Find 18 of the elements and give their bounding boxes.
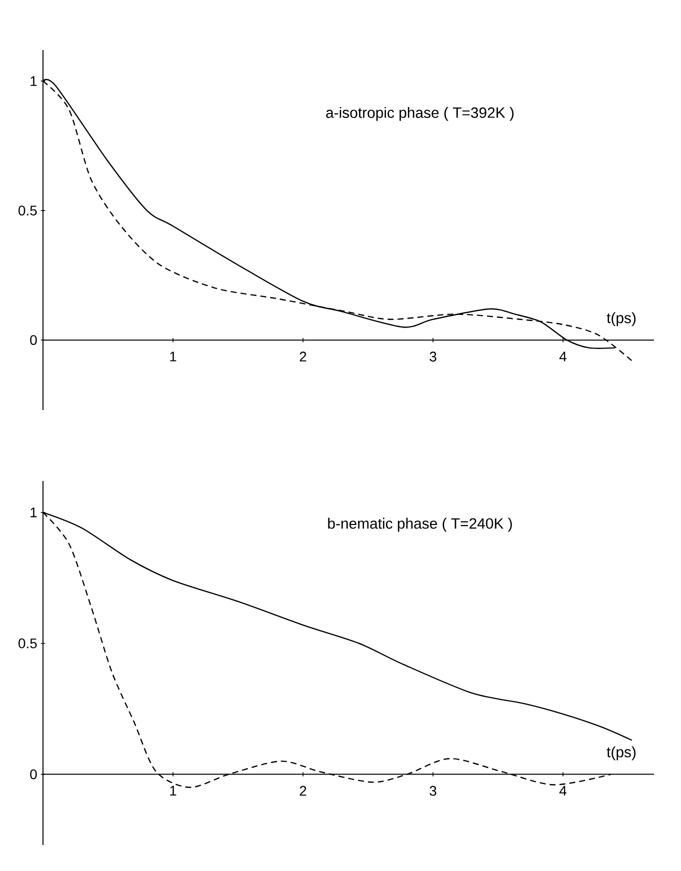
y-tick-label: 0.5 xyxy=(18,206,37,216)
text: a-isotropic phase ( T=392K ) xyxy=(326,106,514,121)
y-tick-label: 1 xyxy=(30,76,37,86)
x-tick-label: 1 xyxy=(170,786,176,796)
x-tick-label: 3 xyxy=(430,352,436,362)
y-tick-label: 0.5 xyxy=(18,638,37,648)
x-tick-label: 1 xyxy=(170,352,176,362)
x-tick-label: 4 xyxy=(559,786,566,796)
y-tick-label: 0 xyxy=(30,769,37,780)
x-axis-title: t(ps) xyxy=(606,312,636,326)
x-tick-label: 2 xyxy=(300,786,306,796)
x-axis-title: t(ps) xyxy=(606,746,636,760)
y-tick-label: 0 xyxy=(30,335,37,346)
y-tick-label: 1 xyxy=(30,508,37,518)
text: b-nematic phase ( T=240K ) xyxy=(328,518,512,532)
x-tick-label: 4 xyxy=(559,352,566,362)
x-tick-label: 2 xyxy=(300,352,306,362)
x-tick-label: 3 xyxy=(430,786,436,796)
